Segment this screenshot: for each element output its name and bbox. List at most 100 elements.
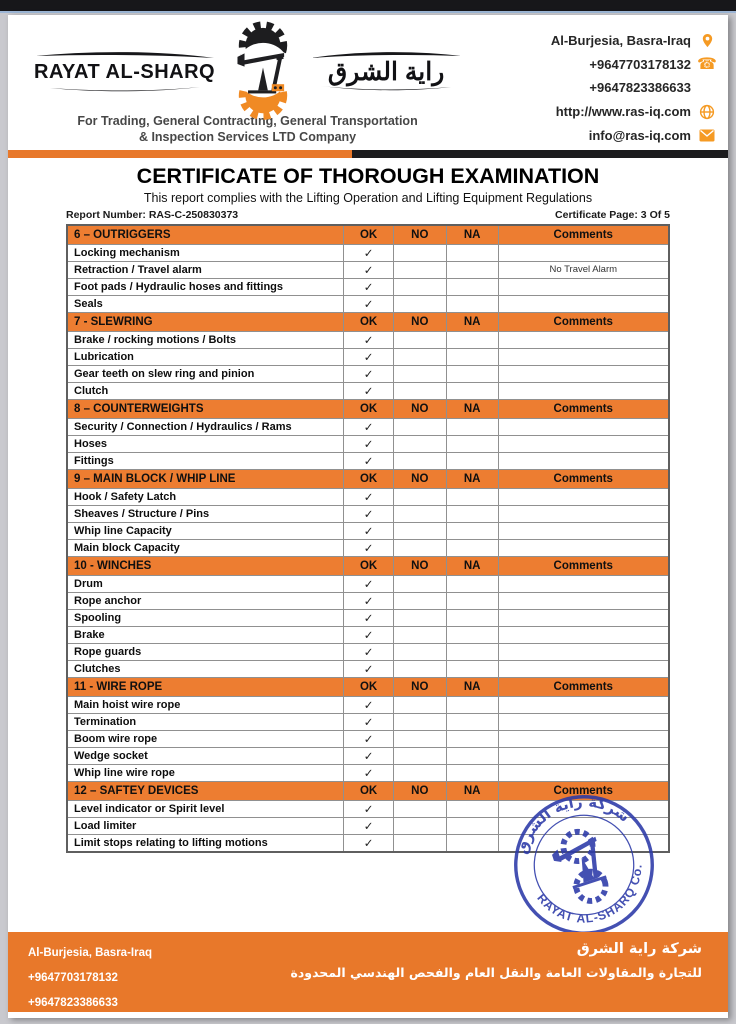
checklist-item-label: Whip line Capacity	[66, 521, 345, 540]
check-cell-ok: ✓	[343, 538, 394, 557]
table-row: Whip line wire rope ✓	[66, 763, 670, 782]
check-cell-na	[445, 746, 499, 765]
check-cell-no	[392, 763, 447, 782]
comment-cell	[497, 659, 670, 678]
contact-email: info@ras-iq.com	[551, 123, 716, 147]
svg-text:شركة راية الشرق: شركة راية الشرق	[506, 785, 636, 860]
column-header-ok: OK	[343, 468, 394, 489]
check-cell-no	[392, 294, 447, 313]
check-cell-na	[445, 451, 499, 470]
check-cell-ok: ✓	[343, 574, 394, 593]
page-footer: Al-Burjesia, Basra-Iraq +9647703178132 +…	[8, 932, 728, 1012]
column-header-ok: OK	[343, 676, 394, 697]
check-cell-no	[392, 574, 447, 593]
comment-cell	[497, 538, 670, 557]
comment-cell	[497, 364, 670, 383]
check-cell-ok: ✓	[343, 277, 394, 296]
comment-cell	[497, 451, 670, 470]
section-title: 9 – MAIN BLOCK / WHIP LINE	[66, 468, 345, 489]
table-row: Rope guards ✓	[66, 642, 670, 661]
inspection-table: 6 – OUTRIGGERS OK NO NA Comments Locking mech…	[66, 224, 670, 853]
check-cell-no	[392, 816, 447, 835]
section-header-row: 7 - SLEWRING OK NO NA Comments	[66, 311, 670, 332]
check-cell-ok: ✓	[343, 521, 394, 540]
check-cell-no	[392, 417, 447, 436]
globe-icon	[698, 103, 716, 121]
checklist-item-label: Spooling	[66, 608, 345, 627]
check-cell-na	[445, 574, 499, 593]
checklist-item-label: Boom wire rope	[66, 729, 345, 748]
swoosh-line	[35, 51, 214, 58]
check-cell-no	[392, 451, 447, 470]
checklist-item-label: Brake / rocking motions / Bolts	[66, 330, 345, 349]
footer-contact-block: Al-Burjesia, Basra-Iraq +9647703178132 +…	[28, 941, 152, 1012]
column-header-na: NA	[445, 468, 499, 489]
checklist-item-label: Whip line wire rope	[66, 763, 345, 782]
check-cell-na	[445, 277, 499, 296]
check-cell-ok: ✓	[343, 451, 394, 470]
comment-cell	[497, 434, 670, 453]
section-header-row: 9 – MAIN BLOCK / WHIP LINE OK NO NA Comments	[66, 468, 670, 489]
comment-cell	[497, 695, 670, 714]
section-title: 12 – SAFTEY DEVICES	[66, 780, 345, 801]
contact-phone-2: +9647823386633	[589, 80, 691, 96]
column-header-ok: OK	[343, 311, 394, 332]
check-cell-na	[445, 729, 499, 748]
table-row: Brake ✓	[66, 625, 670, 644]
check-cell-no	[392, 538, 447, 557]
column-header-comments: Comments	[497, 398, 670, 419]
checklist-item-label: Lubrication	[66, 347, 345, 366]
check-cell-ok: ✓	[343, 591, 394, 610]
checklist-item-label: Sheaves / Structure / Pins	[66, 504, 345, 523]
column-header-na: NA	[445, 398, 499, 419]
comment-cell	[497, 381, 670, 400]
column-header-comments: Comments	[497, 468, 670, 489]
checklist-item-label: Limit stops relating to lifting motions	[66, 833, 345, 852]
column-header-na: NA	[445, 311, 499, 332]
check-cell-ok: ✓	[343, 417, 394, 436]
check-cell-ok: ✓	[343, 833, 394, 852]
table-row: Level indicator or Spirit level ✓	[66, 799, 670, 818]
check-cell-na	[445, 364, 499, 383]
contact-address: Al-Burjesia, Basra-Iraq	[551, 29, 716, 53]
table-row: Main block Capacity ✓	[66, 538, 670, 557]
section-header-row: 8 – COUNTERWEIGHTS OK NO NA Comments	[66, 398, 670, 419]
check-cell-na	[445, 763, 499, 782]
check-cell-no	[392, 487, 447, 506]
checklist-item-label: Drum	[66, 574, 345, 593]
check-cell-na	[445, 538, 499, 557]
check-cell-na	[445, 330, 499, 349]
column-header-comments: Comments	[497, 311, 670, 332]
section-header-row: 12 – SAFTEY DEVICES OK NO NA Comments	[66, 780, 670, 801]
table-row: Boom wire rope ✓	[66, 729, 670, 748]
column-header-ok: OK	[343, 398, 394, 419]
table-row: Foot pads / Hydraulic hoses and fittings…	[66, 277, 670, 296]
check-cell-ok: ✓	[343, 746, 394, 765]
check-cell-na	[445, 487, 499, 506]
table-row: Fittings ✓	[66, 451, 670, 470]
comment-cell	[497, 347, 670, 366]
check-cell-na	[445, 695, 499, 714]
check-cell-na	[445, 434, 499, 453]
comment-cell	[497, 504, 670, 523]
certificate-subtitle: This report complies with the Lifting Op…	[143, 191, 593, 205]
company-name-latin: RAYAT AL-SHARQ	[34, 60, 216, 83]
check-cell-no	[392, 381, 447, 400]
company-tagline: For Trading, General Contracting, Genera…	[77, 114, 418, 144]
comment-cell	[497, 746, 670, 765]
table-row: Clutches ✓	[66, 659, 670, 678]
check-cell-na	[445, 799, 499, 818]
contact-website: http://www.ras-iq.com	[551, 100, 716, 124]
check-cell-no	[392, 746, 447, 765]
table-row: Locking mechanism ✓	[66, 243, 670, 262]
checklist-item-label: Clutches	[66, 659, 345, 678]
check-cell-ok: ✓	[343, 260, 394, 279]
table-row: Hoses ✓	[66, 434, 670, 453]
stamp-arabic-text: شركة راية الشرق	[502, 778, 635, 861]
check-cell-no	[392, 364, 447, 383]
checklist-item-label: Termination	[66, 712, 345, 731]
location-pin-icon	[698, 32, 716, 50]
email-icon	[698, 126, 716, 144]
checklist-item-label: Level indicator or Spirit level	[66, 799, 345, 818]
table-row: Clutch ✓	[66, 381, 670, 400]
